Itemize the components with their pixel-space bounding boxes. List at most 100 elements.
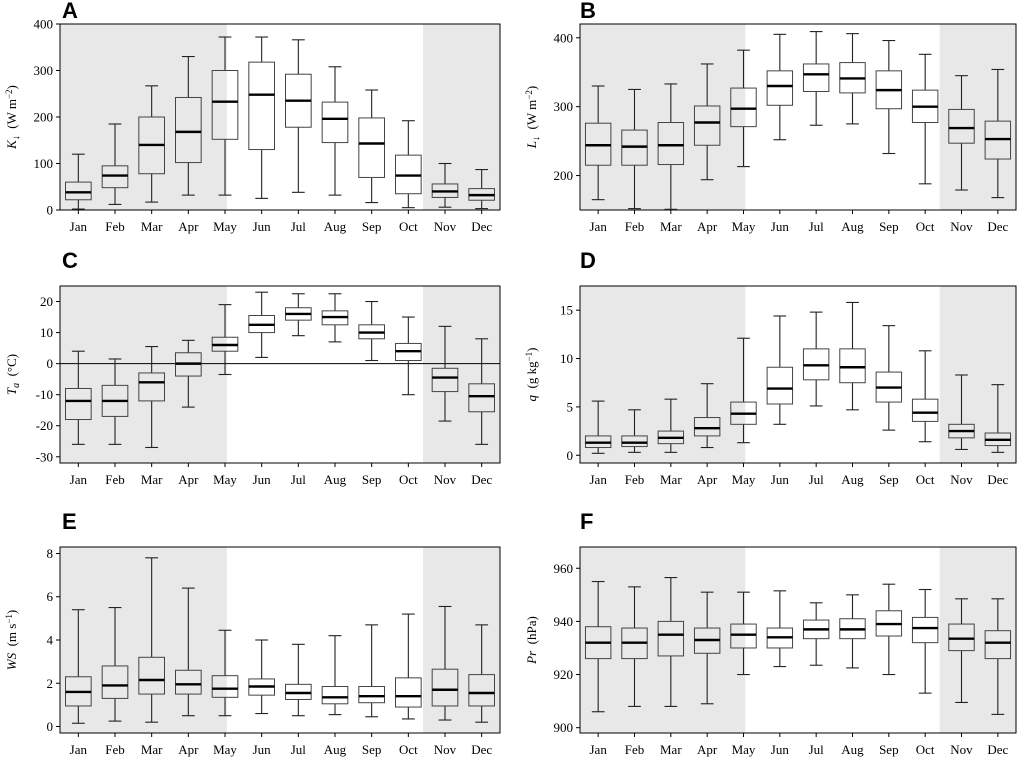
x-tick-label: Apr (178, 742, 199, 757)
x-tick-label: Jan (70, 742, 88, 757)
x-tick-label: Jul (291, 742, 307, 757)
y-tick-label: 0 (47, 719, 54, 734)
box-jan (65, 609, 92, 724)
y-tick-label: 20 (40, 294, 53, 309)
box-jun (248, 291, 275, 358)
box-jun (248, 36, 275, 199)
panel-letter: C (62, 248, 78, 273)
x-tick-label: Dec (987, 219, 1008, 234)
box-sep (875, 583, 903, 676)
box-aug (839, 594, 866, 669)
box-may (730, 49, 757, 168)
box-oct (911, 588, 939, 694)
box-iqr (175, 669, 202, 695)
box-iqr (948, 108, 975, 144)
y-axis-label-part: a (11, 383, 22, 388)
y-axis-label: WS (m s−1) (4, 610, 19, 671)
y-axis-label-part: ↓ (531, 136, 542, 141)
x-tick-label: Sep (879, 472, 899, 487)
box-oct (911, 350, 939, 443)
x-tick-label: Jul (291, 472, 307, 487)
box-iqr (211, 675, 239, 698)
box-feb (621, 88, 648, 210)
box-jan (65, 350, 92, 445)
box-iqr (948, 623, 975, 652)
panel-e: 0 2 4 6 8 Jan Feb Mar Apr May Jun Jul Aug Sep Oct Nov De… (4, 509, 501, 757)
x-tick-label: Apr (697, 472, 718, 487)
y-tick-label: 10 (560, 351, 573, 366)
y-tick-label: 200 (554, 168, 574, 183)
box-oct (395, 613, 422, 720)
x-tick-label: Feb (105, 219, 125, 234)
box-jun (248, 639, 275, 715)
box-feb (621, 409, 648, 453)
y-tick-label: 400 (34, 17, 54, 32)
panel-d: 0 5 10 15 Jan Feb Mar Apr May Jun Jul Aug Sep Oct Nov D… (524, 248, 1017, 487)
x-tick-label: Apr (178, 472, 199, 487)
panel-letter: B (580, 0, 596, 23)
box-oct (395, 120, 422, 209)
x-tick-label: Jun (253, 219, 272, 234)
box-iqr (802, 63, 830, 93)
y-tick-label: 2 (47, 676, 54, 691)
shaded-region-right (939, 24, 1016, 210)
box-apr (693, 591, 721, 705)
box-nov (948, 598, 975, 703)
x-tick-label: Jul (291, 219, 307, 234)
x-tick-label: Jul (809, 472, 825, 487)
x-tick-label: Jun (771, 219, 790, 234)
y-tick-label: 0 (567, 448, 574, 463)
x-tick-label: Nov (434, 742, 457, 757)
y-tick-label: 8 (47, 546, 54, 561)
box-may (211, 629, 239, 717)
box-aug (839, 301, 866, 411)
box-iqr (358, 117, 386, 178)
box-aug (839, 33, 866, 125)
panel-letter: F (580, 509, 593, 534)
box-jul (802, 31, 830, 126)
box-iqr (211, 70, 239, 140)
box-apr (175, 339, 202, 408)
x-tick-label: Aug (324, 742, 347, 757)
box-jun (766, 590, 794, 668)
y-axis-label-part: (hPa) (524, 616, 539, 651)
y-tick-label: 300 (554, 99, 574, 114)
x-tick-label: Oct (916, 742, 935, 757)
x-tick-label: Nov (434, 472, 457, 487)
x-tick-label: Jul (809, 219, 825, 234)
plot-frame (59, 285, 501, 464)
box-mar (138, 346, 165, 449)
y-axis-label-part: q (524, 395, 539, 402)
y-axis-label-part: L (524, 141, 539, 149)
x-tick-label: Feb (625, 742, 645, 757)
box-iqr (431, 367, 459, 393)
y-tick-label: 200 (34, 110, 54, 125)
x-tick-label: Apr (697, 742, 718, 757)
y-tick-label: -10 (36, 387, 53, 402)
box-nov (431, 605, 459, 721)
box-sep (358, 624, 386, 718)
x-tick-label: Aug (841, 219, 864, 234)
box-aug (321, 66, 349, 196)
x-tick-label: Oct (399, 742, 418, 757)
box-iqr (395, 677, 422, 708)
box-nov (948, 374, 975, 451)
box-iqr (984, 630, 1012, 660)
box-iqr (358, 686, 386, 704)
shaded-region-right (423, 24, 500, 210)
y-axis-label-part: −2 (524, 90, 534, 100)
box-jan (584, 85, 612, 201)
y-tick-label: 6 (47, 589, 54, 604)
y-tick-label: 0 (47, 356, 54, 371)
x-tick-label: Aug (841, 472, 864, 487)
box-iqr (65, 387, 92, 421)
x-tick-label: May (213, 742, 237, 757)
shaded-region-left (60, 547, 227, 733)
box-sep (358, 89, 386, 204)
box-jun (766, 315, 794, 425)
box-jan (65, 153, 92, 210)
x-tick-label: Aug (841, 742, 864, 757)
y-axis-label-part: (m s (4, 624, 19, 653)
box-iqr (101, 665, 129, 699)
x-tick-label: Mar (141, 742, 163, 757)
